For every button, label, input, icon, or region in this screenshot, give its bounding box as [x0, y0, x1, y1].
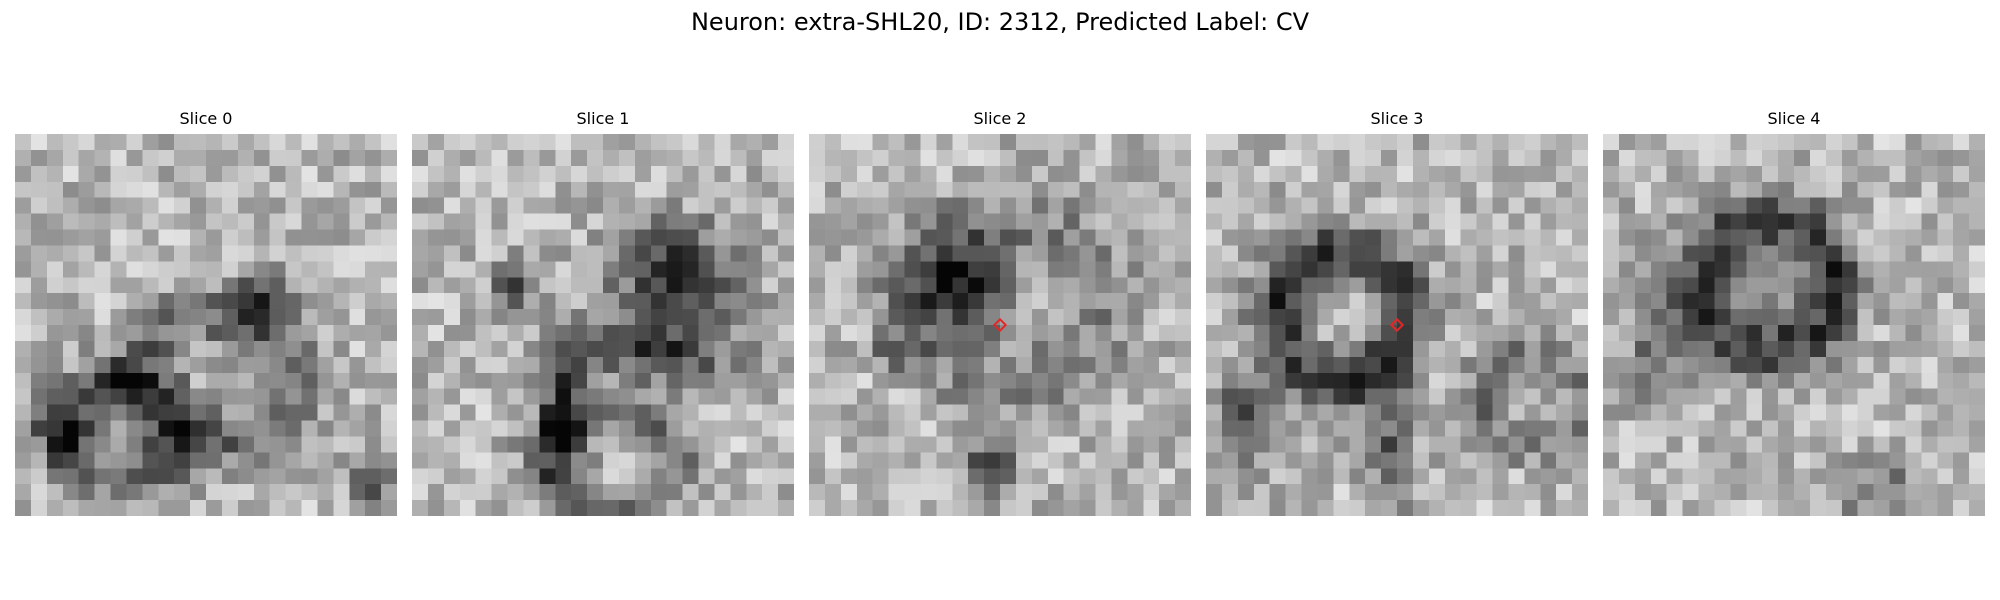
slice-image-1 — [412, 134, 794, 516]
slice-canvas-2 — [809, 134, 1191, 516]
slice-title-4: Slice 4 — [1767, 109, 1821, 128]
slice-image-2 — [809, 134, 1191, 516]
slice-canvas-1 — [412, 134, 794, 516]
figure-title: Neuron: extra-SHL20, ID: 2312, Predicted… — [690, 8, 1310, 36]
slice-title-2: Slice 2 — [973, 109, 1027, 128]
slice-image-4 — [1603, 134, 1985, 516]
slice-title-0: Slice 0 — [179, 109, 233, 128]
slice-image-0 — [15, 134, 397, 516]
slice-canvas-0 — [15, 134, 397, 516]
slice-canvas-4 — [1603, 134, 1985, 516]
slice-title-1: Slice 1 — [576, 109, 630, 128]
slice-canvas-3 — [1206, 134, 1588, 516]
slice-image-3 — [1206, 134, 1588, 516]
slice-title-3: Slice 3 — [1370, 109, 1424, 128]
